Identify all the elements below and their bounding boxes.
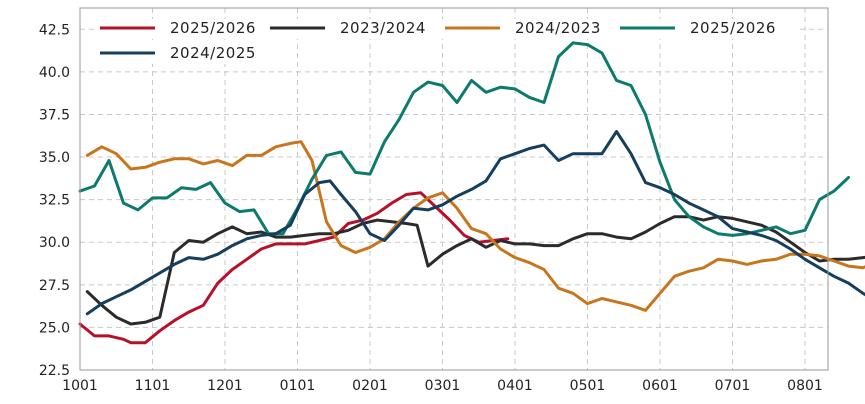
y-tick-label: 27.5 [39,278,70,294]
legend-label: 2024/2025 [170,44,256,62]
series-lines [78,41,865,345]
axes: 22.5 25.0 27.5 30.0 32.5 35.0 37.5 40.0 42.5 1001… [39,7,829,394]
legend-bg [439,19,623,39]
y-tick-label: 37.5 [39,107,70,123]
series-line-3 [78,41,850,237]
series-line-2 [85,140,865,312]
x-tick-label: 0601 [642,378,678,394]
x-tick-label: 0801 [787,378,823,394]
plot-frame [79,7,829,371]
legend-label: 2024/2023 [515,19,601,37]
y-tick-label: 32.5 [39,193,70,209]
y-tick-label: 30.0 [39,235,70,251]
series-line-4 [85,130,865,316]
x-tick-label: 0101 [280,378,316,394]
y-tick-label: 42.5 [39,22,70,38]
x-tick-label: 0701 [715,378,751,394]
legend-bg [94,44,278,64]
x-tick-label: 1101 [135,378,171,394]
legend-bg [614,19,798,39]
y-tick-label: 35.0 [39,150,70,166]
x-tick-label: 1201 [207,378,243,394]
x-tick-label: 0301 [425,378,461,394]
legend-bg [94,19,278,39]
x-tick-label: 0401 [497,378,533,394]
legend-label: 2023/2024 [340,19,426,37]
x-tick-label: 1001 [62,378,98,394]
legend: 2025/2026 2023/2024 2024/2023 2025/2026 2024… [94,19,798,64]
x-tick-label: 0501 [570,378,606,394]
legend-label: 2025/2026 [170,19,256,37]
y-tick-label: 22.5 [39,363,70,379]
y-tick-label: 40.0 [39,65,70,81]
legend-bg [264,19,448,39]
y-tick-label: 25.0 [39,320,70,336]
x-tick-label: 0201 [352,378,388,394]
legend-label: 2025/2026 [690,19,776,37]
